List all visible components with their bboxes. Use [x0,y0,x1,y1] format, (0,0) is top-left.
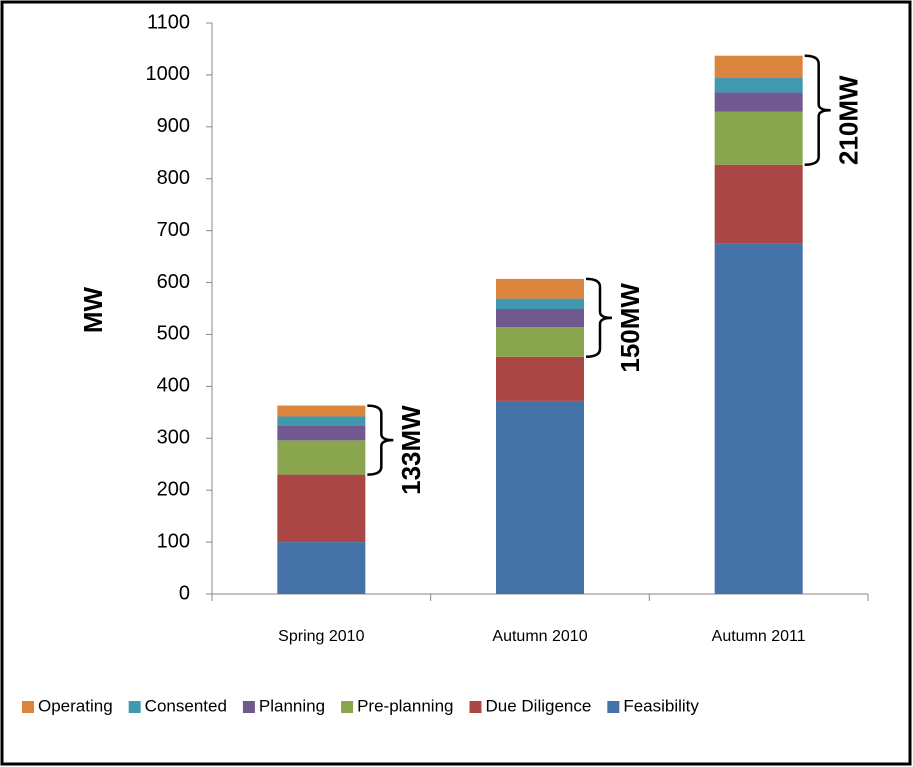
bar-segment [496,356,584,401]
bar-segment [496,400,584,594]
legend-swatch [242,701,255,713]
bar-segment [714,55,803,79]
legend-swatch [469,701,482,713]
bar-segment [277,425,366,441]
legend-label: Pre-planning [357,696,453,715]
bar-segment [714,111,803,165]
y-tick-label: 600 [157,271,190,293]
bar-segment [277,542,366,594]
bar-segment [714,78,803,93]
legend-swatch [607,701,620,713]
bar-segment [714,164,803,244]
legend-label: Operating [38,696,113,715]
legend-swatch [341,701,354,713]
brace [367,404,394,476]
bar-segment [496,327,584,357]
legend-label: Due Diligence [485,696,591,715]
y-tick-label: 200 [157,478,190,500]
legend-swatch [128,701,141,713]
bar-segment [496,278,584,299]
bar-segment [496,298,584,310]
x-tick-label: Spring 2010 [278,628,364,645]
annotation: 210MW [834,75,864,165]
bar-segment [277,416,366,426]
bar-segment [714,92,803,112]
annotation: 150MW [615,283,645,373]
brace [585,277,613,359]
bar-segment [496,309,584,328]
bar-segment [277,405,366,417]
y-tick-label: 500 [157,323,190,345]
bar-segment [277,474,366,543]
y-tick-label: 800 [157,167,190,189]
y-tick-label: 700 [157,219,190,241]
y-tick-label: 1000 [146,63,191,85]
x-tick-label: Autumn 2010 [492,628,587,645]
y-axis-label: MW [78,286,108,333]
bar-segment [277,440,366,475]
legend-label: Planning [259,696,325,715]
legend-label: Consented [145,696,227,715]
y-tick-label: 400 [157,375,190,397]
y-tick-label: 300 [157,427,190,449]
legend-swatch [22,701,34,713]
y-tick-label: 0 [179,582,190,604]
y-tick-label: 900 [157,115,190,137]
annotation: 133MW [396,405,426,495]
x-tick-label: Autumn 2011 [712,628,806,645]
y-tick-label: 1100 [147,11,190,33]
legend-label: Feasibility [623,696,699,715]
y-tick-label: 100 [157,530,190,552]
bar-segment [714,243,803,594]
